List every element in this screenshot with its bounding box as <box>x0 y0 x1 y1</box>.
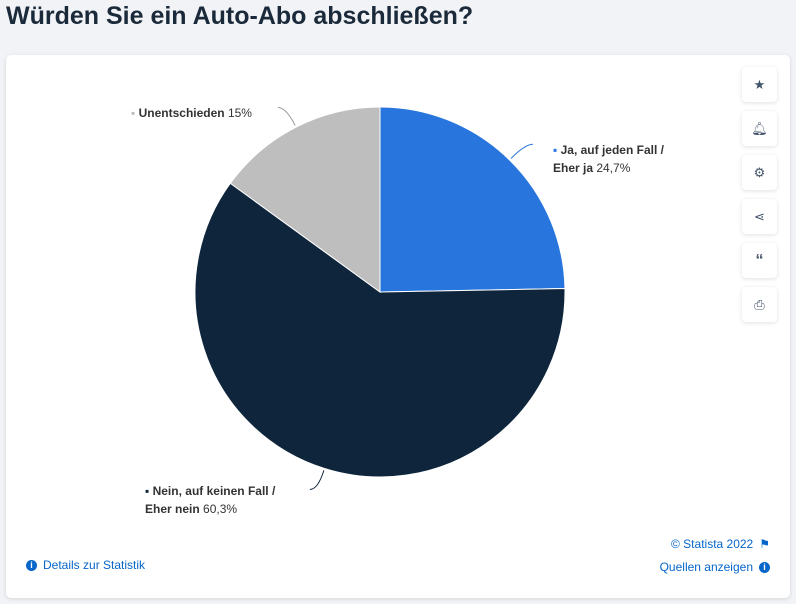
pie-chart <box>194 106 566 490</box>
cite-button[interactable]: “ <box>742 243 777 278</box>
label-text: Eher nein <box>145 502 200 516</box>
favorite-button[interactable]: ★ <box>742 67 777 102</box>
label-no: ▪ Nein, auf keinen Fall / Eher nein 60,3… <box>145 484 276 516</box>
label-text: Ja, auf jeden Fall / <box>560 143 664 157</box>
connector-line <box>309 470 325 490</box>
bell-icon: 🔔︎ <box>751 120 768 136</box>
label-undecided: ▪ Unentschieden 15% <box>131 106 252 120</box>
info-icon: i <box>26 559 37 571</box>
label-value: 24,7% <box>596 161 631 175</box>
quote-icon: “ <box>755 251 764 269</box>
flag-icon: ⚑ <box>759 537 770 551</box>
pie-slice[interactable] <box>229 106 381 293</box>
label-value: 15% <box>227 106 252 120</box>
pie-slice[interactable] <box>379 106 566 293</box>
label-value: 60,3% <box>203 502 238 516</box>
connector-line <box>277 107 296 126</box>
label-text: Nein, auf keinen Fall / <box>152 484 276 498</box>
gear-icon: ⚙ <box>753 164 766 180</box>
copyright[interactable]: © Statista 2022 ⚑ <box>671 537 770 551</box>
print-button[interactable]: ⎙ <box>742 287 777 322</box>
pie-slice[interactable] <box>194 182 566 478</box>
share-icon: ⋖ <box>754 208 765 224</box>
page-title: Würden Sie ein Auto-Abo abschließen? <box>6 2 474 30</box>
settings-button[interactable]: ⚙ <box>742 155 777 190</box>
label-text: Unentschieden <box>138 106 225 120</box>
details-text: Details zur Statistik <box>43 558 146 572</box>
star-icon: ★ <box>753 76 766 92</box>
sources-text: Quellen anzeigen <box>659 560 753 574</box>
details-link[interactable]: i Details zur Statistik <box>26 558 145 572</box>
sources-link[interactable]: Quellen anzeigen i <box>660 560 770 574</box>
connector-line <box>510 143 534 159</box>
label-text: Eher ja <box>553 161 594 175</box>
notification-button[interactable]: 🔔︎ <box>742 111 777 146</box>
print-icon: ⎙ <box>754 296 765 312</box>
label-yes: ▪ Ja, auf jeden Fall / Eher ja 24,7% <box>553 143 664 175</box>
info-icon: i <box>759 561 770 573</box>
share-button[interactable]: ⋖ <box>742 199 777 234</box>
chart-card: ▪ Unentschieden 15% ▪ Ja, auf jeden Fall… <box>6 55 790 598</box>
toolbar: ★ 🔔︎ ⚙ ⋖ “ ⎙ <box>742 67 777 331</box>
copyright-text: © Statista 2022 <box>671 537 754 551</box>
